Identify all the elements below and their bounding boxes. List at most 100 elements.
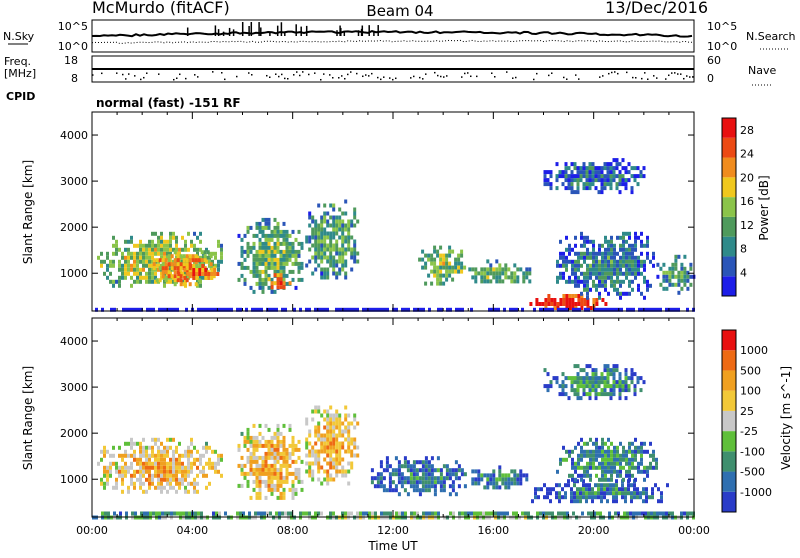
heatmap-cell [406, 468, 410, 473]
heatmap-cell [122, 307, 125, 312]
heatmap-cell [329, 263, 333, 268]
heatmap-cell [176, 511, 179, 516]
heatmap-cell [415, 460, 419, 465]
heatmap-cell [329, 243, 333, 248]
heatmap-cell [592, 239, 595, 244]
heatmap-cell [341, 469, 345, 474]
heatmap-cell [649, 461, 652, 466]
heatmap-cell [427, 468, 431, 473]
heatmap-cell [610, 453, 613, 458]
heatmap-cell [208, 481, 211, 486]
noise-search-line [91, 39, 693, 45]
heatmap-cell [255, 281, 259, 286]
heatmap-cell [568, 251, 571, 256]
heatmap-cell [615, 158, 619, 163]
heatmap-cell [474, 271, 478, 276]
heatmap-cell [279, 233, 283, 238]
heatmap-cell [571, 247, 574, 252]
heatmap-cell [338, 267, 342, 272]
heatmap-cell [264, 245, 268, 250]
heatmap-cell [631, 271, 634, 276]
heatmap-cell [270, 265, 274, 270]
heatmap-cell [173, 511, 176, 516]
heatmap-cell [652, 453, 655, 458]
heatmap-cell [338, 251, 342, 256]
heatmap-cell [249, 459, 253, 464]
heatmap-cell [424, 472, 428, 477]
heatmap-cell [193, 247, 196, 252]
heatmap-cell [619, 465, 622, 470]
heatmap-cell [347, 239, 351, 244]
heatmap-cell [640, 457, 643, 462]
heatmap-cell [139, 473, 142, 478]
heatmap-cell [291, 483, 295, 488]
heatmap-cell [577, 298, 581, 302]
heatmap-cell [558, 499, 561, 504]
heatmap-cell [597, 487, 600, 492]
heatmap-cell [430, 261, 434, 266]
heatmap-cell [537, 487, 540, 492]
heatmap-cell [246, 249, 250, 254]
heatmap-cell [474, 267, 478, 272]
heatmap-cell [570, 190, 574, 195]
heatmap-cell [133, 473, 136, 478]
heatmap-cell [100, 259, 103, 264]
heatmap-cell [157, 267, 160, 272]
heatmap-cell [338, 259, 342, 264]
heatmap-cell [612, 174, 616, 179]
heatmap-cell [603, 392, 607, 397]
heatmap-cell [556, 275, 559, 280]
heatmap-cell [612, 376, 616, 381]
heatmap-cell [576, 170, 580, 175]
heatmap-cell [633, 372, 637, 377]
nave-dot [461, 76, 463, 78]
heatmap-cell [625, 473, 628, 478]
heatmap-cell [640, 259, 643, 264]
heatmap-cell [489, 477, 493, 482]
heatmap-cell [273, 233, 277, 238]
heatmap-cell [380, 511, 383, 516]
heatmap-cell [193, 243, 196, 248]
heatmap-cell [474, 275, 478, 280]
heatmap-cell [674, 258, 678, 263]
heatmap-cell [555, 495, 558, 500]
heatmap-cell [573, 166, 577, 171]
heatmap-cell [580, 477, 583, 482]
heatmap-cell [264, 281, 268, 286]
heatmap-cell [637, 287, 640, 292]
heatmap-cell [437, 511, 440, 516]
heatmap-cell [583, 255, 586, 260]
heatmap-cell [562, 298, 566, 302]
heatmap-cell [338, 417, 342, 422]
heatmap-cell [483, 485, 487, 490]
heatmap-cell [344, 417, 348, 422]
heatmap-cell [604, 449, 607, 454]
heatmap-cell [486, 279, 490, 284]
heatmap-cell [571, 302, 575, 306]
heatmap-cell [404, 307, 407, 312]
heatmap-cell [151, 465, 154, 470]
heatmap-cell [261, 467, 265, 472]
heatmap-cell [258, 483, 262, 488]
heatmap-cell [637, 449, 640, 454]
heatmap-cell [100, 457, 103, 462]
heatmap-cell [418, 460, 422, 465]
heatmap-cell [115, 477, 118, 482]
heatmap-cell [624, 499, 627, 504]
station-title: McMurdo (fitACF) [92, 0, 230, 17]
heatmap-cell [329, 203, 333, 208]
heatmap-cell [273, 435, 277, 440]
heatmap-cell [124, 465, 127, 470]
heatmap-cell [592, 449, 595, 454]
heatmap-cell [549, 491, 552, 496]
heatmap-cell [199, 239, 202, 244]
heatmap-cell [148, 481, 151, 486]
heatmap-cell [582, 170, 586, 175]
heatmap-cell [580, 279, 583, 284]
heatmap-cell [170, 307, 173, 312]
heatmap-cell [568, 302, 572, 306]
heatmap-cell [264, 233, 268, 238]
heatmap-cell [595, 271, 598, 276]
heatmap-cell [255, 455, 259, 460]
heatmap-cell [646, 239, 649, 244]
